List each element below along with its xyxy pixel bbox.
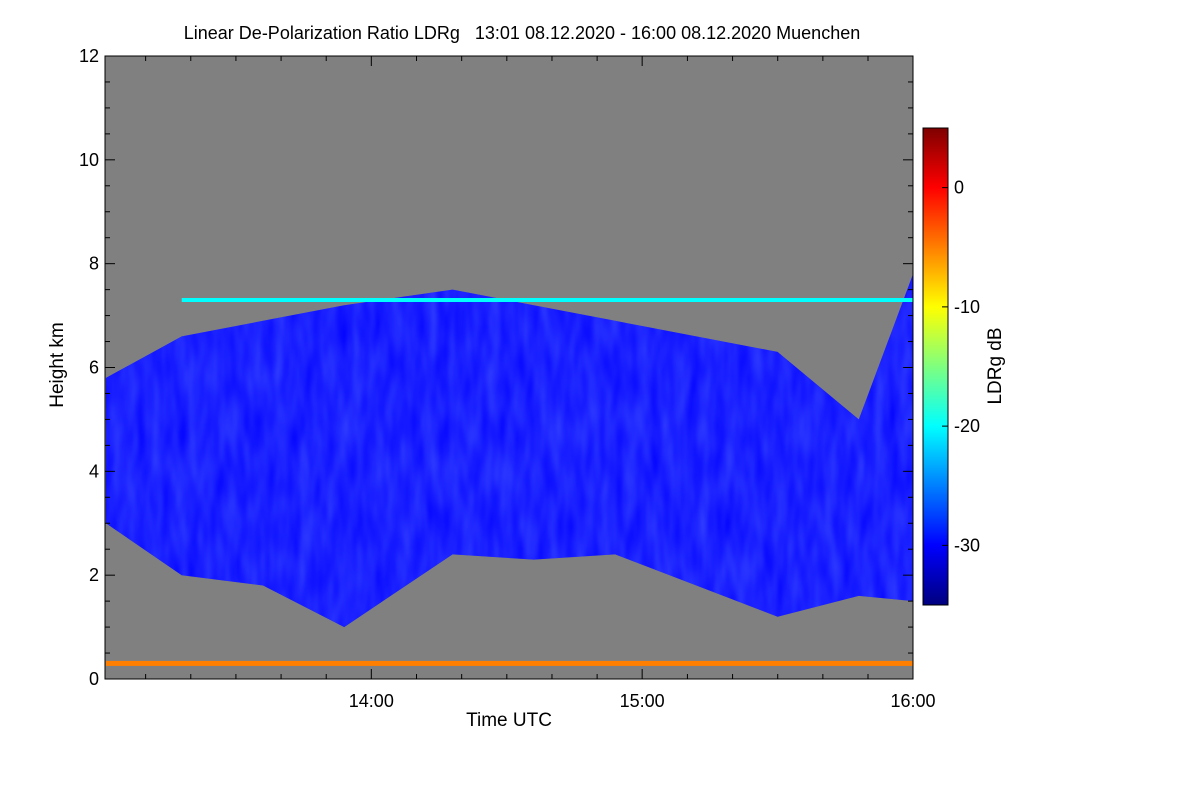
chart-title: Linear De-Polarization Ratio LDRg 13:01 …: [184, 23, 860, 43]
plot-area: 0 2 4 6 8 10 12 14:00 15:00 16:00: [79, 46, 936, 711]
y-tick-label: 12: [79, 46, 99, 66]
colorbar-tick-label: -30: [954, 535, 980, 555]
y-tick-label: 6: [89, 358, 99, 378]
colorbar-tick-label: -10: [954, 297, 980, 317]
y-tick-label: 4: [89, 461, 99, 481]
y-axis-label: Height km: [47, 322, 68, 408]
colorbar-label: LDRg dB: [985, 327, 1006, 404]
x-tick-label: 16:00: [890, 691, 935, 711]
cloud-layer-texture: [105, 274, 913, 628]
x-tick-label: 15:00: [620, 691, 665, 711]
colorbar-tick-label: -20: [954, 416, 980, 436]
y-tick-label: 10: [79, 150, 99, 170]
thin-layer: [105, 660, 913, 666]
x-tick-label: 14:00: [349, 691, 394, 711]
plot-content: [105, 274, 913, 666]
x-axis-label: Time UTC: [466, 710, 552, 731]
thin-layer: [181, 298, 913, 303]
y-tick-label: 8: [89, 254, 99, 274]
colorbar: 0 -10 -20 -30: [922, 127, 980, 606]
colorbar-tick-label: 0: [954, 178, 964, 198]
y-tick-label: 2: [89, 565, 99, 585]
y-tick-label: 0: [89, 669, 99, 689]
colorbar-gradient: [922, 127, 949, 606]
